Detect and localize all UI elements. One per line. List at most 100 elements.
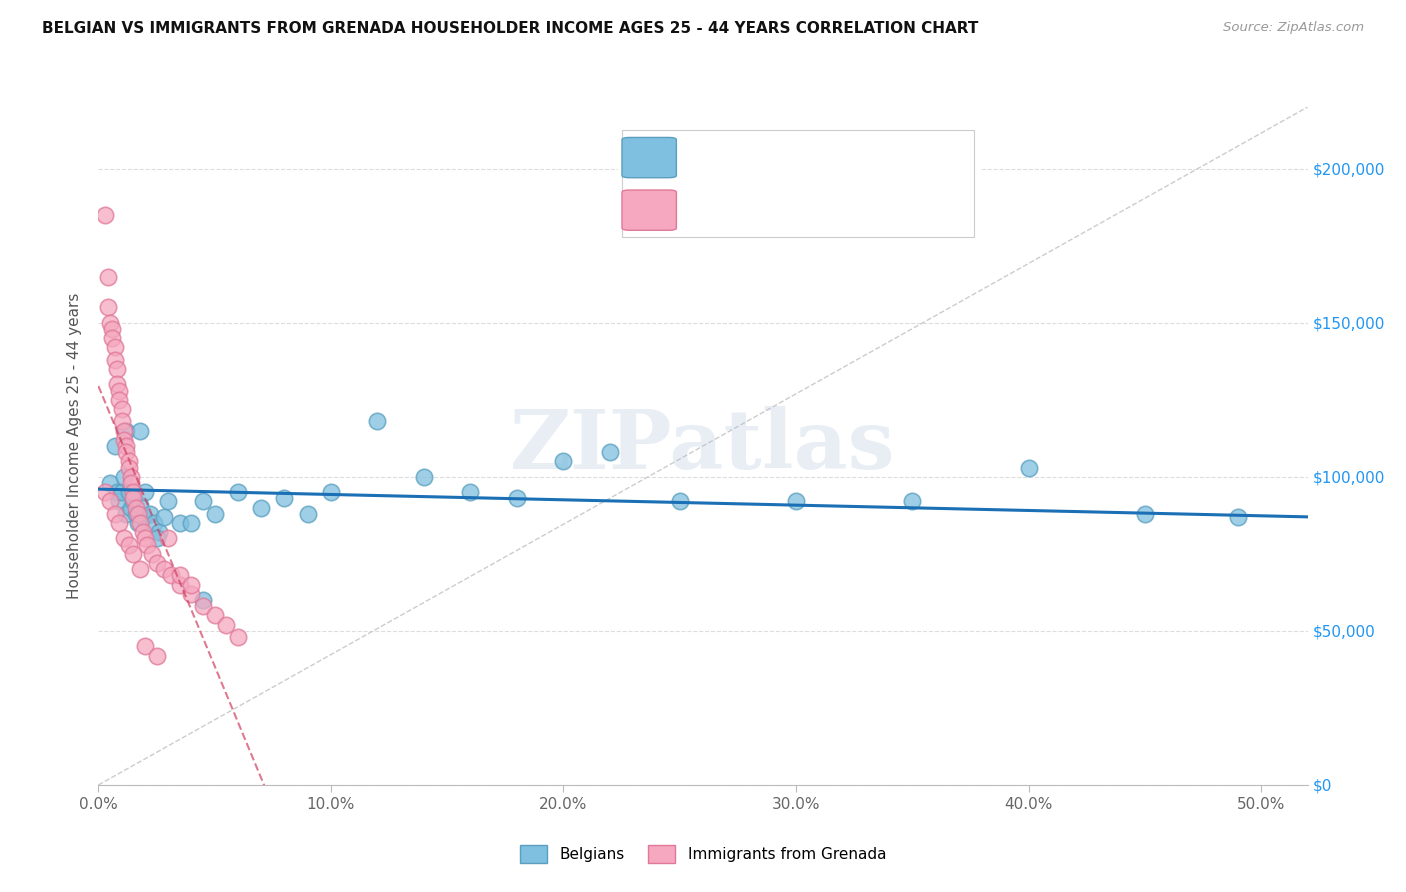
Point	[120, 500, 142, 515]
Point	[111, 414, 134, 428]
Point	[108, 516, 131, 530]
Point	[115, 439, 138, 453]
Point	[204, 507, 226, 521]
Point	[98, 494, 121, 508]
Point	[104, 439, 127, 453]
Point	[141, 547, 163, 561]
Text: ZIPatlas: ZIPatlas	[510, 406, 896, 486]
Point	[115, 507, 138, 521]
Point	[118, 460, 141, 475]
Point	[131, 525, 153, 540]
Point	[134, 640, 156, 654]
Point	[215, 617, 238, 632]
Point	[273, 491, 295, 506]
Point	[115, 445, 138, 459]
Point	[118, 538, 141, 552]
Point	[169, 577, 191, 591]
Point	[145, 532, 167, 546]
Point	[120, 470, 142, 484]
Point	[104, 352, 127, 367]
Point	[226, 485, 249, 500]
Point	[108, 494, 131, 508]
Point	[138, 507, 160, 521]
Point	[157, 494, 180, 508]
Point	[122, 491, 145, 506]
Point	[118, 454, 141, 468]
Point	[785, 494, 807, 508]
Point	[104, 507, 127, 521]
Point	[297, 507, 319, 521]
Point	[191, 593, 214, 607]
Point	[97, 269, 120, 284]
Point	[413, 470, 436, 484]
Point	[120, 475, 142, 490]
Point	[319, 485, 342, 500]
Point	[460, 485, 482, 500]
Point	[124, 507, 146, 521]
Point	[901, 494, 924, 508]
Point	[112, 433, 135, 447]
Point	[129, 562, 152, 576]
Point	[122, 547, 145, 561]
Point	[94, 208, 117, 222]
Point	[134, 485, 156, 500]
Point	[101, 322, 124, 336]
Point	[98, 316, 121, 330]
Point	[250, 500, 273, 515]
Text: Source: ZipAtlas.com: Source: ZipAtlas.com	[1223, 21, 1364, 34]
Point	[112, 424, 135, 438]
Point	[134, 532, 156, 546]
Point	[101, 331, 124, 345]
Point	[1133, 507, 1156, 521]
Point	[143, 516, 166, 530]
Point	[111, 402, 134, 417]
Point	[127, 507, 149, 521]
Point	[226, 630, 249, 644]
Point	[169, 516, 191, 530]
Point	[127, 516, 149, 530]
Point	[145, 556, 167, 570]
Point	[191, 599, 214, 614]
Point	[112, 532, 135, 546]
Point	[152, 562, 174, 576]
Point	[98, 475, 121, 490]
Point	[366, 414, 388, 428]
Point	[94, 485, 117, 500]
Y-axis label: Householder Income Ages 25 - 44 years: Householder Income Ages 25 - 44 years	[67, 293, 83, 599]
Point	[108, 392, 131, 407]
Point	[1226, 509, 1249, 524]
Point	[129, 424, 152, 438]
Point	[129, 498, 152, 512]
Point	[115, 424, 138, 438]
Point	[105, 377, 128, 392]
Point	[169, 568, 191, 582]
Point	[553, 454, 575, 468]
Point	[1018, 460, 1040, 475]
Point	[180, 577, 202, 591]
Point	[104, 340, 127, 354]
Point	[105, 485, 128, 500]
Point	[599, 445, 621, 459]
Legend: Belgians, Immigrants from Grenada: Belgians, Immigrants from Grenada	[513, 839, 893, 869]
Point	[145, 648, 167, 663]
Point	[148, 525, 170, 540]
Point	[668, 494, 690, 508]
Point	[118, 485, 141, 500]
Point	[112, 470, 135, 484]
Point	[180, 587, 202, 601]
Point	[122, 485, 145, 500]
Point	[157, 532, 180, 546]
Point	[131, 509, 153, 524]
Point	[136, 538, 159, 552]
Point	[159, 568, 181, 582]
Point	[108, 384, 131, 398]
Point	[111, 485, 134, 500]
Point	[129, 516, 152, 530]
Point	[204, 608, 226, 623]
Point	[152, 509, 174, 524]
Point	[180, 516, 202, 530]
Point	[97, 301, 120, 315]
Point	[506, 491, 529, 506]
Point	[122, 494, 145, 508]
Point	[191, 494, 214, 508]
